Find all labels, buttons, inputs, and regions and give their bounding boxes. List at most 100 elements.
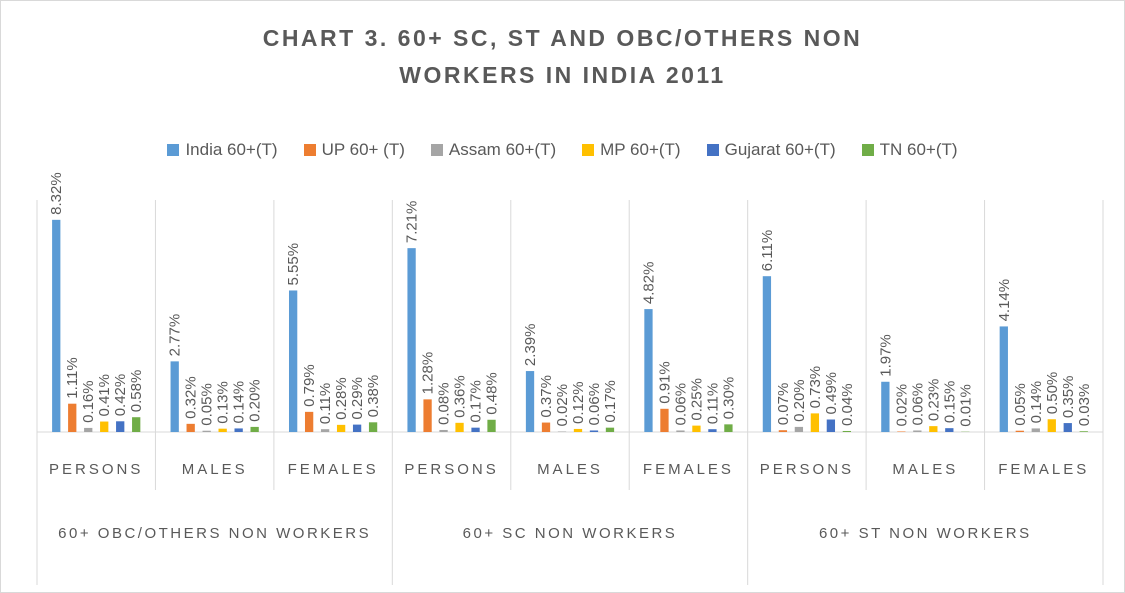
legend-swatch	[430, 144, 443, 156]
bar	[439, 429, 448, 432]
bar	[320, 429, 330, 432]
data-label: 2.77%	[167, 314, 184, 357]
bar	[68, 403, 77, 432]
bar	[913, 430, 922, 432]
x-tick-label: PERSONS	[49, 461, 143, 478]
bar	[186, 423, 195, 432]
data-label: 0.41%	[96, 374, 113, 417]
data-label: 2.39%	[522, 324, 539, 367]
bar	[573, 428, 583, 432]
data-label: 0.13%	[215, 381, 232, 424]
bar	[170, 361, 179, 432]
legend-item: Assam 60+(T)	[430, 140, 556, 160]
data-label: 0.30%	[720, 377, 737, 420]
bar	[100, 421, 109, 432]
bar	[407, 248, 416, 432]
data-label: 6.11%	[759, 230, 776, 271]
data-label: 0.08%	[436, 382, 453, 425]
data-label: 0.02%	[554, 384, 571, 427]
data-label: 0.06%	[909, 383, 926, 426]
bar	[84, 427, 93, 432]
data-label: 0.29%	[349, 377, 366, 420]
bar	[202, 430, 211, 432]
data-label: 0.01%	[957, 384, 974, 427]
group-label: 60+ SC NON WORKERS	[462, 525, 678, 542]
data-label: 0.36%	[452, 375, 469, 418]
bar	[842, 430, 852, 432]
data-label: 0.07%	[775, 383, 792, 426]
bar	[589, 430, 599, 432]
bar	[487, 419, 496, 432]
bar	[605, 427, 615, 432]
bar	[999, 326, 1008, 432]
bar	[455, 422, 464, 432]
x-tick-label: MALES	[182, 461, 248, 478]
data-label: 0.05%	[1012, 383, 1029, 426]
data-label: 8.32%	[48, 172, 65, 215]
legend-item: UP 60+ (T)	[303, 140, 405, 160]
data-label: 0.38%	[365, 375, 382, 418]
data-label: 0.35%	[1060, 376, 1077, 419]
bar	[676, 430, 685, 432]
data-label: 0.48%	[484, 372, 501, 415]
data-label: 0.17%	[602, 380, 619, 423]
legend-label: TN 60+(T)	[879, 140, 958, 159]
data-label: 0.91%	[656, 361, 673, 404]
data-label: 7.21%	[404, 201, 421, 244]
data-label: 0.25%	[688, 378, 705, 421]
legend-item: India 60+(T)	[167, 140, 278, 160]
bar	[288, 290, 298, 432]
bar	[368, 422, 378, 432]
data-label: 0.20%	[791, 379, 808, 422]
data-label: 0.73%	[807, 366, 824, 409]
data-label: 0.12%	[570, 381, 587, 424]
legend-swatch	[706, 144, 719, 156]
chart-title: CHART 3. 60+ SC, ST AND OBC/OTHERS NON W…	[262, 25, 863, 88]
data-label: 0.06%	[672, 383, 689, 426]
data-label: 0.58%	[128, 370, 145, 413]
bar	[116, 421, 125, 432]
bar	[304, 411, 314, 432]
data-label: 1.97%	[877, 334, 894, 377]
x-tick-label: PERSONS	[404, 461, 498, 478]
legend-label: India 60+(T)	[185, 140, 278, 159]
data-label: 0.02%	[893, 384, 910, 427]
data-label: 5.55%	[285, 243, 302, 286]
bar	[778, 430, 788, 432]
x-tick-label: FEMALES	[643, 461, 734, 478]
bar	[1015, 430, 1024, 432]
legend-label: MP 60+(T)	[600, 140, 681, 159]
data-label: 0.28%	[333, 377, 350, 420]
bar	[1079, 431, 1088, 432]
bar	[945, 428, 954, 432]
data-label: 0.16%	[80, 380, 97, 423]
data-label: 0.03%	[1076, 384, 1093, 427]
legend-swatch	[167, 144, 180, 156]
bar	[794, 426, 804, 432]
legend-swatch	[582, 144, 595, 156]
data-label: 0.49%	[823, 372, 840, 415]
data-label: 4.14%	[996, 279, 1013, 322]
x-tick-label: PERSONS	[760, 461, 854, 478]
bar	[881, 381, 890, 432]
legend-item: TN 60+(T)	[861, 140, 958, 160]
bar	[250, 426, 259, 432]
bar	[810, 413, 820, 432]
bar	[897, 431, 906, 432]
x-tick-label: FEMALES	[288, 461, 379, 478]
data-label: 0.17%	[468, 380, 485, 423]
data-label: 0.11%	[704, 383, 721, 424]
bar	[557, 431, 567, 432]
group-label: 60+ ST NON WORKERS	[818, 525, 1032, 542]
bar	[352, 424, 362, 432]
data-label: 0.11%	[317, 383, 334, 424]
x-tick-label: FEMALES	[998, 461, 1089, 478]
bar	[1031, 428, 1040, 432]
data-label: 0.14%	[231, 381, 248, 424]
group-label: 60+ OBC/OTHERS NON WORKERS	[58, 525, 372, 542]
data-label: 0.42%	[112, 374, 129, 417]
legend-swatch	[861, 144, 874, 156]
bar	[423, 399, 432, 432]
